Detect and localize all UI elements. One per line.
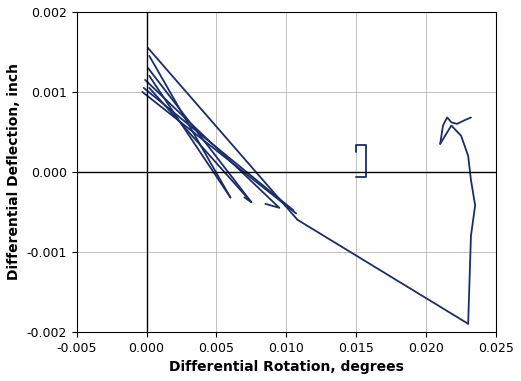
- Y-axis label: Differential Deflection, inch: Differential Deflection, inch: [7, 63, 21, 280]
- X-axis label: Differential Rotation, degrees: Differential Rotation, degrees: [169, 360, 404, 374]
